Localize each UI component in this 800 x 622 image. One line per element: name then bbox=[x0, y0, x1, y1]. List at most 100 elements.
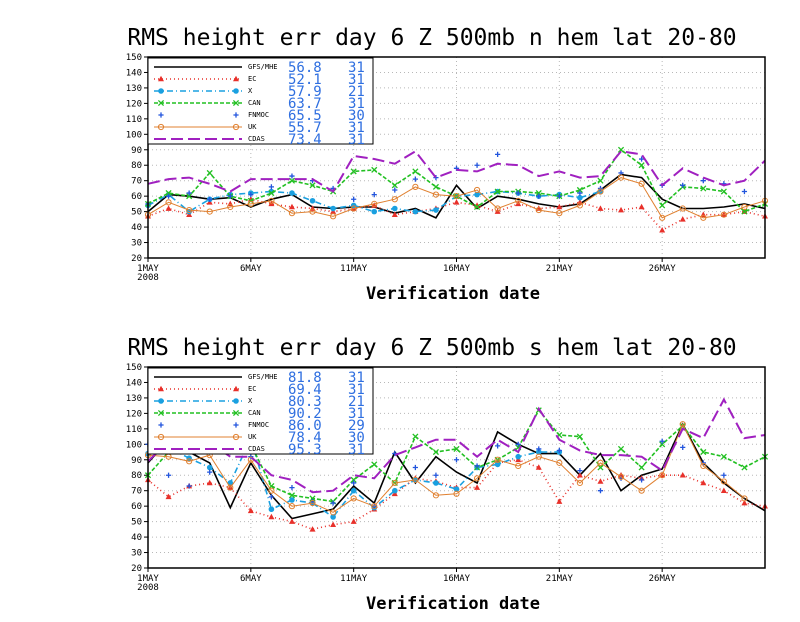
legend-name: EC bbox=[248, 385, 256, 393]
data-point bbox=[700, 178, 706, 184]
data-point bbox=[412, 183, 419, 190]
data-point bbox=[576, 472, 583, 478]
legend-name: FNMOC bbox=[248, 421, 269, 429]
legend-name: CDAS bbox=[248, 135, 265, 143]
x-tick-label: 6MAY bbox=[240, 574, 262, 584]
data-point bbox=[453, 199, 460, 205]
y-tick-label: 30 bbox=[131, 239, 142, 249]
data-point bbox=[206, 464, 213, 471]
y-tick-label: 110 bbox=[126, 425, 142, 435]
data-point bbox=[453, 486, 460, 492]
legend-count: 29 bbox=[348, 418, 365, 434]
data-point bbox=[700, 462, 707, 470]
legend-score: 81.8 bbox=[288, 370, 322, 386]
data-point bbox=[309, 499, 316, 507]
data-point bbox=[248, 192, 254, 198]
data-point bbox=[474, 463, 480, 469]
data-point bbox=[330, 521, 337, 528]
data-point bbox=[597, 205, 604, 211]
data-point bbox=[453, 193, 460, 200]
legend-marker bbox=[233, 75, 239, 82]
series-line bbox=[147, 173, 766, 219]
legend-score: 80.3 bbox=[288, 394, 322, 410]
data-point bbox=[288, 492, 296, 499]
legend-marker bbox=[232, 433, 240, 441]
x-tick-label: 21MAY bbox=[546, 574, 574, 584]
legend-count: 30 bbox=[348, 430, 365, 446]
y-tick-label: 140 bbox=[126, 68, 142, 78]
x-tick-sublabel: 2008 bbox=[137, 583, 159, 593]
data-point bbox=[186, 206, 193, 214]
legend-row: GFS/MHE 81.8 31 bbox=[154, 370, 365, 386]
data-point bbox=[330, 509, 337, 516]
data-point bbox=[535, 453, 542, 460]
data-point bbox=[720, 478, 727, 485]
data-point bbox=[391, 479, 398, 487]
data-point bbox=[597, 459, 604, 466]
data-point bbox=[350, 518, 357, 524]
data-point bbox=[433, 472, 439, 478]
x-tick-label: 6MAY bbox=[240, 264, 262, 274]
data-point bbox=[432, 492, 440, 499]
legend-marker bbox=[158, 75, 164, 82]
y-tick-label: 80 bbox=[131, 471, 142, 481]
data-point bbox=[597, 188, 604, 195]
legend-row: UK 55.7 31 bbox=[154, 120, 365, 136]
data-point bbox=[535, 190, 542, 197]
chart-title: RMS height err day 6 Z 500mb n hem lat 2… bbox=[127, 25, 736, 51]
data-point bbox=[433, 480, 439, 486]
data-point bbox=[536, 446, 542, 452]
data-point bbox=[453, 445, 460, 453]
data-point bbox=[288, 210, 296, 217]
data-point bbox=[412, 464, 418, 471]
x-tick-label: 1MAY bbox=[137, 574, 159, 584]
data-point bbox=[474, 162, 480, 168]
legend-row: GFS/MHE 56.8 31 bbox=[154, 60, 365, 76]
data-point bbox=[659, 214, 666, 221]
legend-name: CDAS bbox=[248, 445, 265, 453]
data-point bbox=[556, 459, 563, 466]
chart-panel-1: RMS height err day 6 Z 500mb n hem lat 2… bbox=[126, 25, 769, 304]
data-point bbox=[617, 445, 625, 453]
data-point bbox=[288, 203, 295, 210]
x-tick-label: 11MAY bbox=[340, 264, 368, 274]
data-point bbox=[453, 457, 460, 463]
data-point bbox=[639, 477, 645, 483]
legend-marker bbox=[157, 409, 165, 417]
legend-name: GFS/MHE bbox=[248, 373, 278, 381]
y-tick-label: 130 bbox=[126, 394, 142, 404]
y-tick-label: 130 bbox=[126, 84, 142, 94]
data-point bbox=[247, 507, 254, 514]
data-point bbox=[350, 168, 357, 175]
data-point bbox=[165, 190, 172, 197]
data-point bbox=[597, 488, 604, 494]
x-tick-label: 11MAY bbox=[340, 574, 368, 584]
y-tick-label: 70 bbox=[131, 487, 142, 497]
data-point bbox=[350, 487, 357, 494]
data-point bbox=[432, 448, 439, 456]
data-point bbox=[268, 494, 274, 500]
legend-score: 69.4 bbox=[288, 382, 322, 398]
data-point bbox=[700, 448, 707, 456]
data-point bbox=[268, 197, 275, 204]
legend-score: 95.3 bbox=[288, 442, 322, 458]
data-point bbox=[659, 472, 666, 479]
chart-title: RMS height err day 6 Z 500mb s hem lat 2… bbox=[127, 335, 736, 361]
chart-panel-2: RMS height err day 6 Z 500mb s hem lat 2… bbox=[126, 335, 769, 614]
data-point bbox=[679, 472, 686, 478]
data-point bbox=[288, 503, 296, 510]
data-point bbox=[288, 518, 295, 524]
legend-marker bbox=[158, 88, 164, 94]
data-point bbox=[309, 526, 316, 532]
legend-name: CAN bbox=[248, 99, 261, 107]
data-point bbox=[165, 493, 172, 500]
x-tick-label: 16MAY bbox=[443, 574, 471, 584]
data-point bbox=[227, 484, 234, 491]
data-point bbox=[720, 188, 727, 195]
data-point bbox=[494, 461, 501, 468]
legend-row: CDAS 95.3 31 bbox=[154, 442, 365, 458]
data-point bbox=[741, 464, 748, 471]
legend-count: 21 bbox=[348, 84, 365, 100]
legend-count: 31 bbox=[348, 60, 365, 76]
